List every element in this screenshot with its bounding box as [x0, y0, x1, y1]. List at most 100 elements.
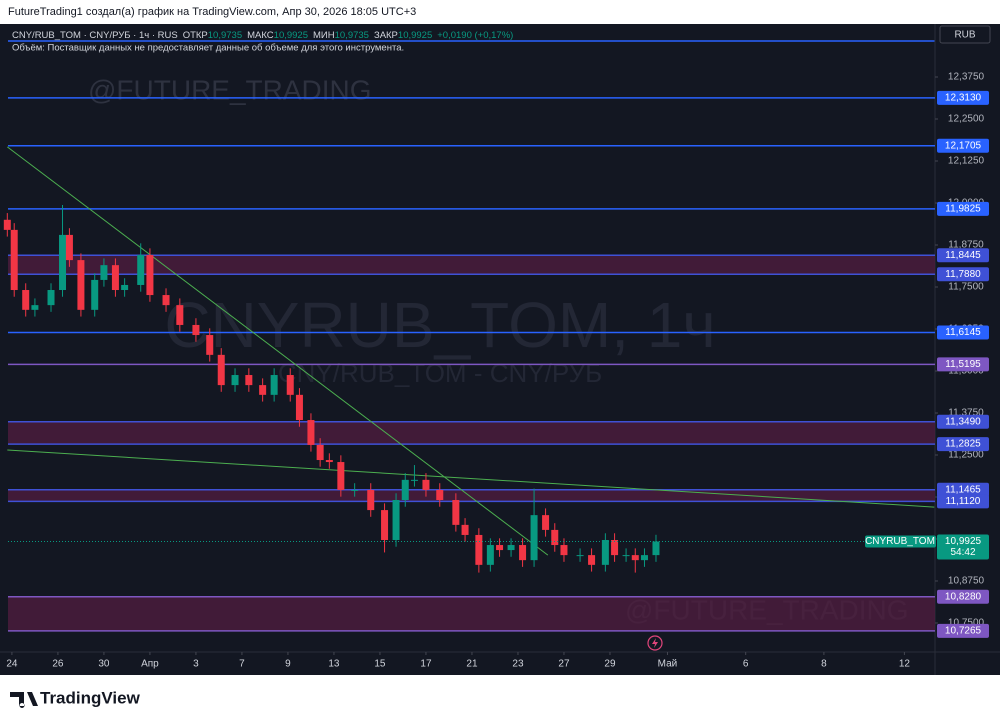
candle-body [47, 290, 55, 306]
y-tick-label: 11,3750 [948, 408, 984, 419]
x-tick-label: 15 [374, 659, 386, 670]
candle-body [146, 255, 154, 296]
candle-body [162, 295, 170, 306]
candle-body [245, 375, 253, 386]
candle-body [316, 444, 324, 461]
level-label: 11,1465 [945, 484, 981, 495]
trend-line [7, 449, 935, 508]
level-label-box [937, 494, 989, 509]
level-label: 10,7265 [945, 626, 982, 637]
candle-body [652, 541, 660, 556]
zone [8, 421, 935, 445]
level-label: 11,3490 [945, 416, 981, 427]
candle-body [325, 460, 333, 463]
candle-body [381, 510, 389, 540]
candle-body [307, 420, 315, 445]
brand-logo [10, 692, 38, 708]
candle-body [176, 305, 184, 325]
candle-body [100, 265, 108, 280]
candle-body [3, 219, 11, 230]
footer-bar [0, 675, 1000, 723]
signature: @FUTURE_TRADING [88, 74, 372, 105]
currency-box[interactable] [939, 25, 991, 44]
legend-item: +0,0190 (+0,17%) [437, 30, 513, 41]
legend-item: 10,9925 [274, 30, 308, 41]
candle-body [270, 375, 278, 395]
x-tick-label: 13 [328, 659, 340, 670]
level-label-box [937, 325, 989, 340]
legend-item: 10,9735 [208, 30, 242, 41]
symbol-tag-label: CNYRUB_TOM [865, 536, 935, 547]
x-tick-label: 21 [466, 659, 478, 670]
candle-body [10, 229, 18, 291]
level-label: 11,8445 [945, 250, 981, 261]
x-tick-label: 23 [512, 659, 524, 670]
level-label: 11,6145 [945, 327, 981, 338]
candle-body [507, 545, 515, 551]
x-tick-label: 29 [604, 659, 616, 670]
candle-body [259, 385, 267, 395]
last-price-box [937, 534, 989, 560]
y-tick-label: 12,3750 [948, 72, 985, 83]
candle-body [91, 279, 99, 310]
candle-body [121, 284, 129, 291]
candle-body [611, 539, 619, 556]
last-price-label: 10,9925 [945, 536, 982, 547]
candle-body [631, 555, 639, 561]
alert-icon-bolt [652, 638, 658, 648]
level-label: 11,9825 [945, 204, 981, 215]
candle-body [337, 462, 345, 490]
zone [8, 596, 935, 631]
candle-body [111, 265, 119, 291]
countdown: 54:42 [950, 547, 975, 558]
level-label-box [937, 248, 989, 263]
currency[interactable]: RUB [954, 30, 975, 41]
candle-body [22, 290, 30, 310]
candle-body [286, 375, 294, 395]
x-tick-label: 6 [743, 659, 749, 670]
legend-item: CNY/RUB_TOM · CNY/РУБ · 1ч · RUS [12, 30, 178, 41]
x-tick-label: Апр [141, 659, 159, 670]
x-tick-label: Май [658, 659, 678, 670]
y-tick-label: 11,7500 [948, 282, 984, 293]
level-label: 11,7880 [945, 269, 981, 280]
legend-item: МАКС [247, 30, 274, 41]
legend-item: 10,9735 [335, 30, 369, 41]
candle-body [231, 375, 239, 386]
candle-body [31, 305, 39, 310]
chart-panel [0, 24, 1000, 675]
candle-body [436, 489, 444, 501]
y-tick-label: 10,7500 [948, 618, 985, 629]
y-tick-label: 12,1250 [948, 156, 985, 167]
x-tick-label: 9 [285, 659, 291, 670]
level-label-box [937, 482, 989, 497]
candle-body [217, 354, 225, 386]
x-tick-label: 24 [6, 659, 18, 670]
candle-body [452, 500, 460, 525]
level-label-box [937, 437, 989, 452]
level-label-box [937, 623, 989, 638]
candle-body [295, 394, 303, 421]
level-label: 11,2825 [945, 439, 981, 450]
level-label-box [937, 138, 989, 153]
candle-body [601, 539, 609, 565]
candle-body [367, 489, 375, 511]
level-label: 10,8280 [945, 591, 982, 602]
y-tick-label: 12,2500 [948, 114, 985, 125]
candle-body [486, 545, 494, 565]
legend-item: ОТКР [183, 30, 208, 41]
watermark-subtitle: CNY/RUB_TOM - CNY/РУБ [278, 358, 602, 388]
attribution: FutureTrading1 создал(а) график на Tradi… [8, 6, 416, 18]
watermark: CNYRUB_TOM, 1ч [164, 289, 715, 361]
level-label-box [937, 267, 989, 282]
candle-body [65, 234, 73, 261]
candle-body [461, 524, 469, 535]
level-label-box [937, 414, 989, 429]
x-tick-label: 26 [52, 659, 64, 670]
level-label-box [937, 357, 989, 372]
level-label: 12,3130 [945, 92, 982, 103]
level-label-box [937, 589, 989, 604]
candle-body [576, 555, 584, 557]
candle-body [351, 489, 359, 491]
alert-icon[interactable] [647, 635, 663, 651]
